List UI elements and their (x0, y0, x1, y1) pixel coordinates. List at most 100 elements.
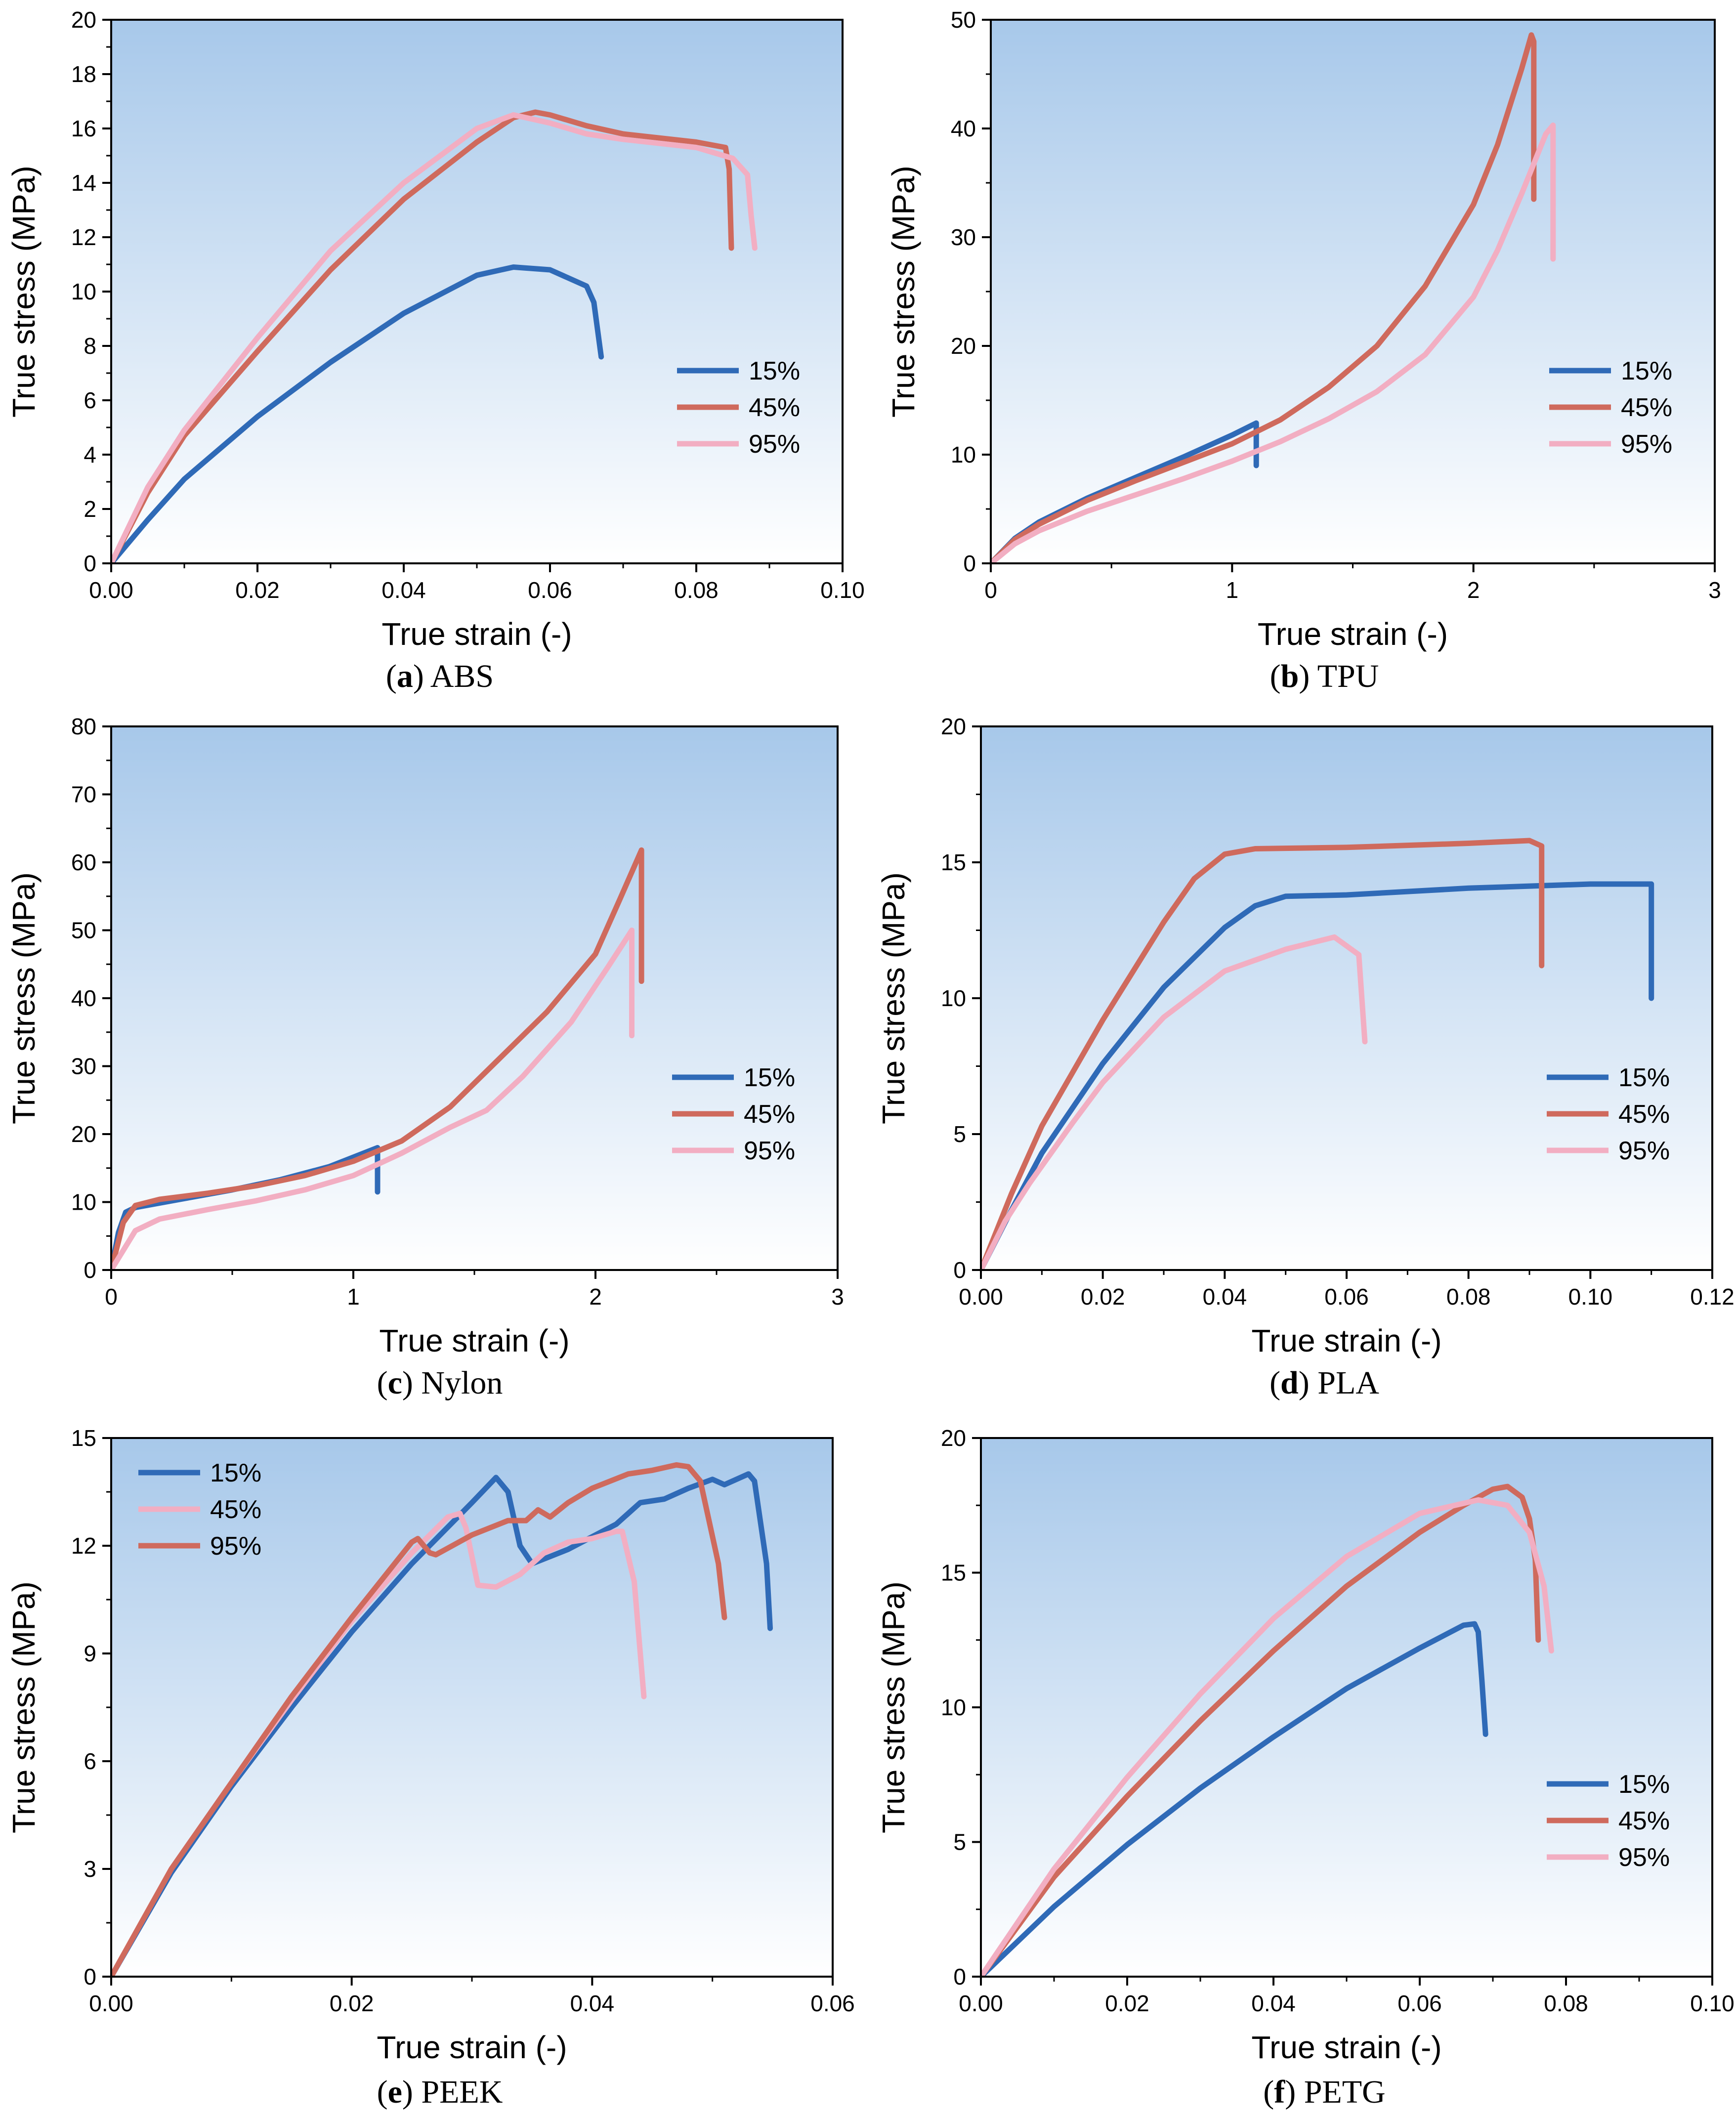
y-tick-label: 0 (963, 550, 976, 576)
x-tick-label: 0.06 (1397, 1990, 1442, 2016)
y-tick-label: 3 (84, 1856, 96, 1882)
legend-label: 15% (744, 1063, 795, 1092)
y-tick-label: 60 (71, 849, 96, 875)
y-tick-label: 5 (953, 1121, 966, 1147)
x-axis-title: True strain (-) (1258, 616, 1448, 652)
plot-background (981, 726, 1712, 1270)
x-tick-label: 0.06 (810, 1990, 855, 2016)
legend-label: 15% (1618, 1770, 1670, 1799)
series-line-15pct (981, 881, 1654, 1270)
chart-panel-f: 0.00 0.02 0.04 0.06 0.08 0.10 0 5 10 15 20 True str… (876, 1425, 1735, 2110)
y-tick-label: 18 (71, 61, 96, 87)
chart-panel-d: 0.00 0.02 0.04 0.06 0.08 0.10 0.12 0 5 10 15 20 True… (876, 714, 1735, 1401)
legend: 15% 45% 95% (1549, 357, 1672, 459)
x-tick-label: 0.02 (1105, 1990, 1149, 2016)
y-tick-label: 70 (71, 782, 96, 807)
series-line-95pct (981, 1497, 1554, 1977)
series-group (111, 109, 758, 563)
y-tick-label: 30 (951, 224, 976, 250)
legend-label: 45% (1618, 1100, 1670, 1129)
x-tick-label: 0.08 (1544, 1990, 1588, 2016)
y-tick-label: 10 (941, 985, 966, 1011)
legend-label: 45% (744, 1100, 795, 1129)
series-line-15pct (111, 264, 604, 563)
series-group (981, 1483, 1554, 1977)
series-line-45pct (981, 1483, 1541, 1977)
x-tick-label: 0.00 (89, 577, 133, 603)
x-tick-label: 0.04 (1203, 1284, 1247, 1310)
plot-background (111, 726, 838, 1270)
chart-panel-e: 0.00 0.02 0.04 0.06 0 3 6 9 12 15 True strain (-) T… (6, 1425, 855, 2110)
legend-label: 15% (1621, 357, 1672, 385)
series-group (111, 1462, 773, 1977)
series-line-95pct (981, 934, 1368, 1270)
x-tick-label: 0.00 (89, 1990, 133, 2016)
series-group (111, 847, 644, 1270)
legend-label: 95% (1621, 430, 1672, 459)
series-line-45pct (991, 32, 1537, 563)
y-tick-label: 10 (71, 279, 96, 304)
series-line-45pct (981, 838, 1545, 1270)
panel-caption: (a) ABS (386, 658, 494, 694)
legend: 15% 45% 95% (1547, 1063, 1670, 1165)
legend: 15% 45% 95% (672, 1063, 795, 1165)
y-tick-label: 40 (951, 116, 976, 141)
y-tick-label: 15 (71, 1425, 96, 1451)
legend-label: 95% (1618, 1137, 1670, 1165)
legend: 15% 45% 95% (1547, 1770, 1670, 1872)
y-axis-title: True stress (MPa) (876, 1581, 911, 1833)
chart-panel-a: 0.00 0.02 0.04 0.06 0.08 0.10 0 2 4 6 8 10 12 14 16 18 2… (6, 7, 865, 694)
y-tick-label: 9 (84, 1641, 96, 1666)
panel-caption: (c) Nylon (377, 1365, 503, 1401)
y-tick-label: 20 (71, 7, 96, 33)
y-tick-label: 5 (953, 1829, 966, 1855)
y-tick-label: 16 (71, 116, 96, 141)
legend-label: 45% (749, 393, 800, 422)
y-tick-label: 10 (951, 442, 976, 467)
x-tick-label: 2 (589, 1284, 602, 1310)
x-tick-label: 0.10 (1568, 1284, 1613, 1310)
x-tick-label: 0.06 (528, 577, 572, 603)
y-tick-label: 15 (941, 1560, 966, 1586)
x-axis-title: True strain (-) (381, 616, 572, 652)
y-tick-label: 12 (71, 224, 96, 250)
x-tick-label: 0.10 (1690, 1990, 1735, 2016)
series-line-95pct (111, 928, 635, 1270)
x-tick-label: 0.04 (381, 577, 426, 603)
y-axis-title: True stress (MPa) (6, 1581, 42, 1833)
legend-label: 95% (1618, 1843, 1670, 1872)
y-tick-label: 40 (71, 985, 96, 1011)
panel-caption: (b) TPU (1270, 658, 1379, 694)
y-axis-title: True stress (MPa) (876, 872, 911, 1124)
series-group (981, 838, 1654, 1270)
x-tick-label: 0.02 (235, 577, 280, 603)
plot-background (981, 1438, 1712, 1977)
legend-label: 95% (744, 1137, 795, 1165)
series-line-95pct (991, 122, 1556, 563)
y-tick-label: 4 (84, 442, 96, 467)
x-tick-label: 1 (1226, 577, 1239, 603)
y-tick-label: 14 (71, 170, 96, 196)
x-tick-label: 0.08 (1446, 1284, 1491, 1310)
y-tick-label: 10 (941, 1694, 966, 1720)
x-tick-label: 0.06 (1324, 1284, 1369, 1310)
y-tick-label: 15 (941, 849, 966, 875)
x-axis-title: True strain (-) (1251, 2030, 1441, 2065)
y-tick-label: 50 (71, 918, 96, 943)
y-tick-label: 20 (941, 714, 966, 739)
plot-background (111, 20, 843, 563)
y-tick-label: 20 (951, 333, 976, 359)
y-tick-label: 6 (84, 387, 96, 413)
x-axis-title: True strain (-) (377, 2030, 567, 2065)
y-tick-label: 0 (84, 1257, 96, 1283)
y-tick-label: 10 (71, 1189, 96, 1215)
series-line-95pct (111, 1462, 727, 1977)
series-line-15pct (111, 1471, 773, 1977)
y-tick-label: 2 (84, 496, 96, 522)
x-tick-label: 0.08 (674, 577, 719, 603)
x-tick-label: 1 (347, 1284, 360, 1310)
legend: 15% 45% 95% (138, 1459, 261, 1561)
legend: 15% 45% 95% (677, 357, 800, 459)
